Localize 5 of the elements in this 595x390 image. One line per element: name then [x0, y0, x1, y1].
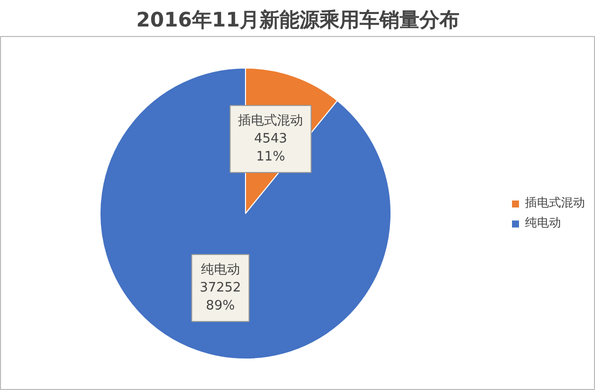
legend-label: 纯电动: [525, 214, 561, 232]
chart-title: 2016年11月新能源乘用车销量分布: [136, 8, 460, 32]
data-label: 插电式混动 4543 11%: [238, 114, 304, 165]
legend-label: 插电式混动: [525, 194, 585, 212]
data-label: 纯电动 37252 89%: [200, 262, 242, 314]
